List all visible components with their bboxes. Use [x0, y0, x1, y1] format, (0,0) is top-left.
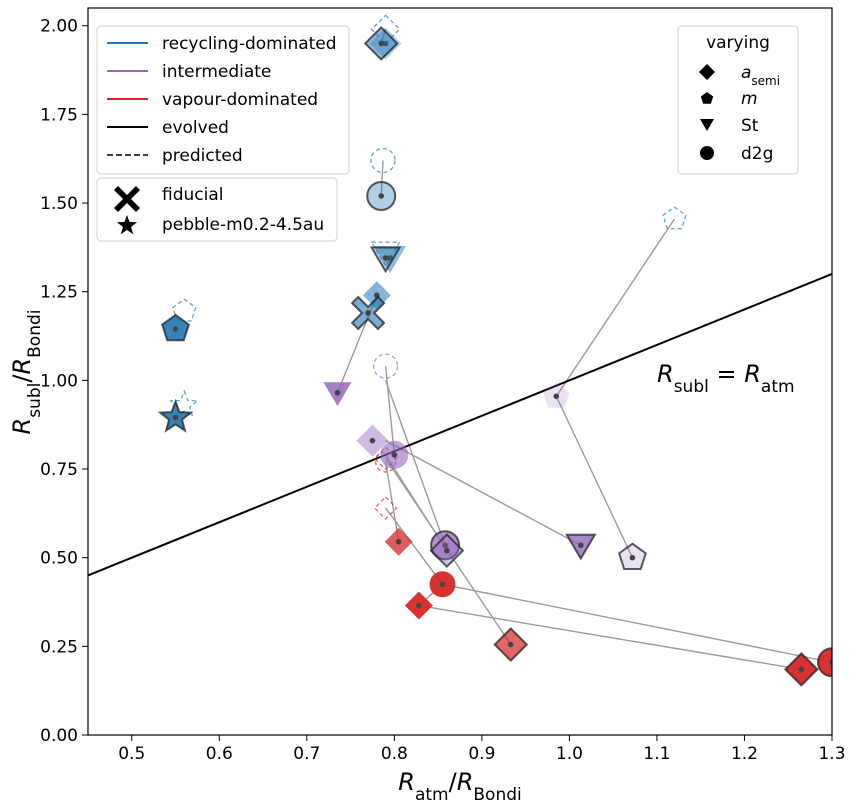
marker-center-dot — [416, 602, 422, 609]
legend-varying-title: varying — [706, 33, 770, 53]
legend-varying-frame — [677, 25, 799, 175]
legend-asemi-label: asemi — [741, 63, 780, 88]
legend-special: fiducial pebble-m0.2-4.5au — [96, 177, 338, 242]
marker-center-dot — [442, 542, 448, 549]
x-tick-label: 0.5 — [118, 744, 145, 764]
y-tick-label: 0.25 — [40, 637, 78, 657]
marker-center-dot — [444, 547, 450, 554]
legend-recycling-label: recycling-dominated — [162, 34, 337, 54]
marker-center-dot — [369, 437, 376, 444]
legend-evolved-label: evolved — [162, 118, 229, 138]
connector-line — [380, 160, 384, 196]
connector-line — [384, 461, 400, 542]
marker-center-dot — [798, 666, 805, 673]
diamond-marker-icon — [699, 64, 715, 80]
connector-line — [384, 380, 446, 546]
connector-line — [442, 583, 832, 663]
equality-line-label: Rsubl = Ratm — [657, 360, 795, 397]
legend-m-label: m — [741, 89, 758, 109]
x-tick-label: 0.9 — [468, 744, 495, 764]
marker-center-dot — [629, 554, 636, 561]
star-marker-icon — [117, 215, 137, 235]
legend-vapour-label: vapour-dominated — [162, 90, 318, 110]
data-markers — [157, 14, 832, 687]
legend-regimes: recycling-dominated intermediate vapour-… — [96, 25, 350, 175]
x-marker-icon — [114, 186, 140, 212]
legend-regimes-frame — [96, 25, 350, 175]
marker-center-dot — [378, 193, 385, 199]
x-axis: 0.5 0.6 0.7 0.8 0.9 1.0 1.1 1.2 1.3 — [118, 735, 846, 764]
marker-center-dot — [378, 40, 385, 47]
y-axis-label: Rsubl/RBondi — [8, 310, 45, 435]
marker-center-dot — [439, 581, 446, 588]
predicted-marker — [169, 389, 200, 419]
legend-varying: varying asemi m St d2g — [677, 25, 799, 175]
x-tick-label: 1.1 — [643, 744, 670, 764]
x-tick-label: 1.0 — [556, 744, 583, 764]
legend-intermediate-label: intermediate — [162, 62, 271, 82]
legend-special-frame — [96, 177, 338, 242]
y-tick-label: 0.50 — [40, 549, 78, 569]
y-tick-label: 0.75 — [40, 460, 78, 480]
x-tick-label: 0.8 — [381, 744, 408, 764]
marker-center-dot — [553, 393, 560, 400]
legend-st-label: St — [741, 116, 759, 136]
evolved-marker — [817, 647, 832, 678]
circle-marker-icon — [700, 146, 714, 160]
predicted-marker — [372, 353, 399, 379]
predicted-marker — [370, 147, 396, 174]
x-tick-label: 1.3 — [818, 744, 845, 764]
marker-center-dot — [507, 641, 514, 648]
legend-fiducial-label: fiducial — [162, 185, 223, 205]
y-tick-label: 1.00 — [40, 371, 78, 391]
marker-center-dot — [172, 414, 179, 421]
connector-line — [385, 440, 582, 546]
pentagon-marker-icon — [700, 92, 714, 104]
y-tick-label: 1.50 — [40, 194, 78, 214]
legend-predicted-label: predicted — [162, 146, 243, 166]
marker-center-dot — [387, 255, 393, 261]
marker-center-dot — [382, 255, 389, 261]
connector-line — [384, 366, 396, 455]
marker-center-dot — [172, 326, 179, 332]
marker-center-dot — [334, 389, 341, 396]
predicted-marker — [370, 14, 401, 45]
x-tick-label: 0.6 — [206, 744, 233, 764]
legend-d2g-label: d2g — [741, 144, 773, 164]
x-axis-label: Ratm/RBondi — [398, 768, 521, 802]
triangle-down-marker-icon — [700, 119, 714, 131]
connector-line — [385, 507, 444, 585]
y-tick-label: 1.25 — [40, 283, 78, 303]
connector-line — [555, 218, 676, 397]
plot-frame — [87, 7, 833, 736]
marker-center-dot — [577, 542, 584, 549]
equality-line — [88, 273, 832, 577]
y-tick-label: 1.75 — [40, 105, 78, 125]
connector-line — [418, 604, 802, 671]
marker-center-dot — [391, 452, 398, 458]
marker-center-dot — [365, 310, 371, 316]
predicted-marker — [370, 241, 401, 268]
x-tick-label: 1.2 — [731, 744, 758, 764]
y-axis: 0.00 0.25 0.50 0.75 1.00 1.25 1.50 1.75 2.00 — [40, 17, 88, 746]
y-tick-label: 0.00 — [40, 726, 78, 746]
connector-line — [555, 396, 634, 558]
y-tick-label: 2.00 — [40, 17, 78, 37]
legend-pebble-label: pebble-m0.2-4.5au — [162, 215, 324, 235]
predicted-marker — [662, 206, 687, 230]
marker-center-dot — [395, 538, 402, 545]
predicted-marker — [373, 496, 398, 520]
marker-center-dot — [829, 659, 832, 666]
x-tick-label: 0.7 — [293, 744, 320, 764]
